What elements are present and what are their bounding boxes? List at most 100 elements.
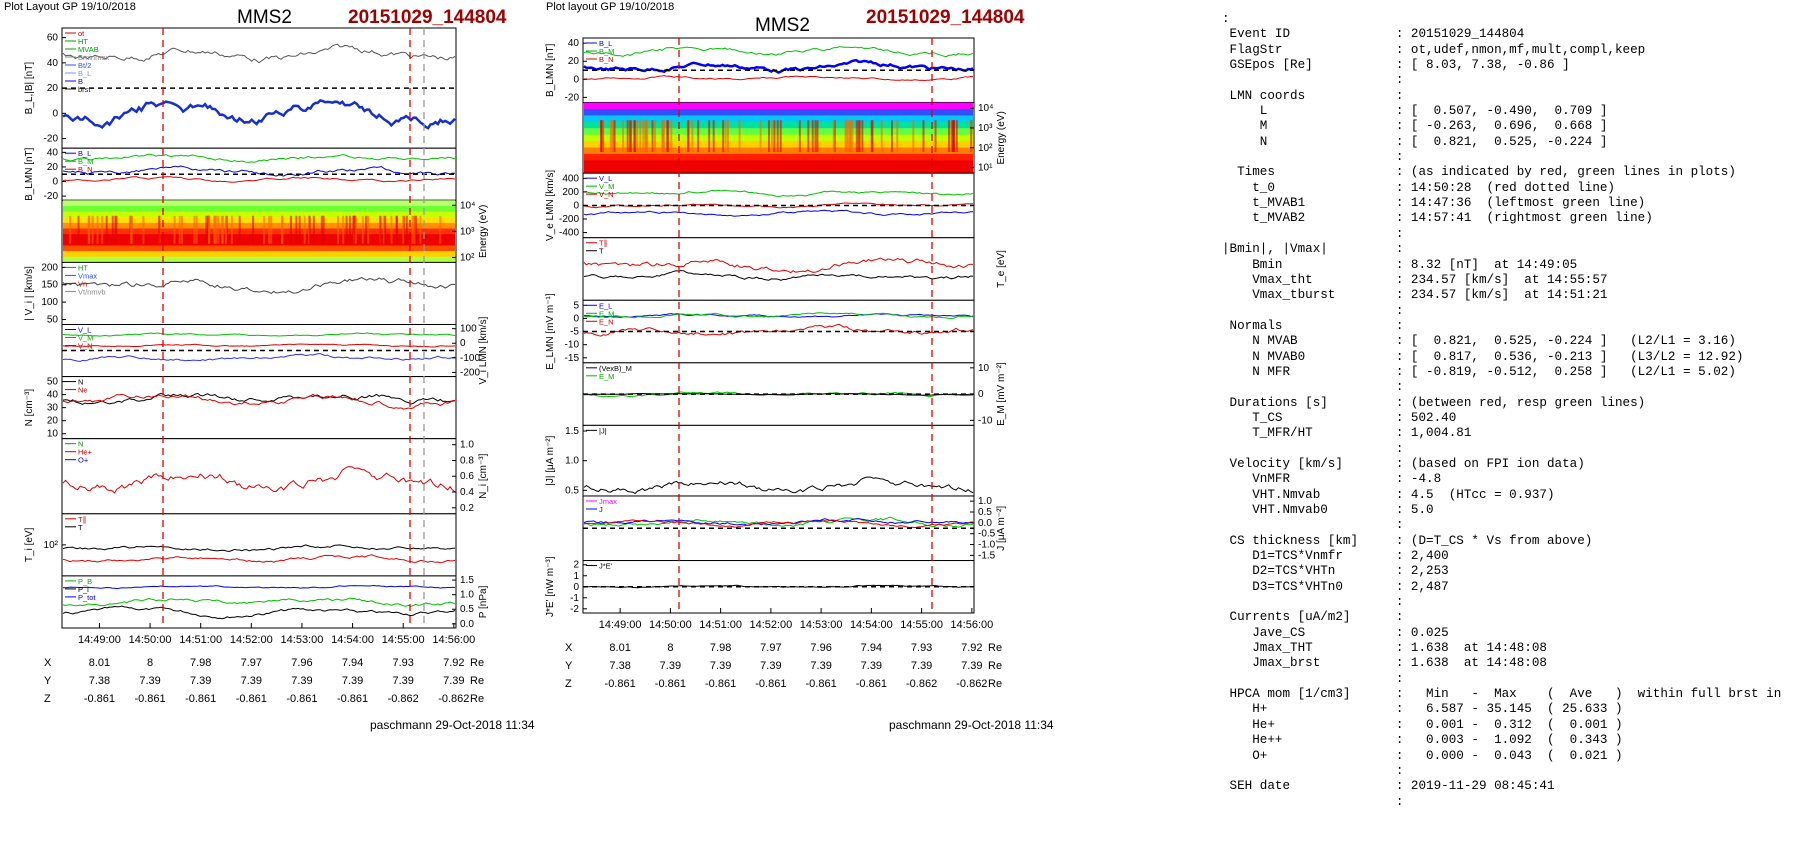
spectrogram-streak (303, 215, 306, 244)
legend-label: HT (78, 37, 88, 46)
series-Ne-line (62, 393, 455, 410)
pos-value: -0.861 (185, 693, 216, 705)
panel-frame (582, 237, 975, 301)
spectrogram-streak (642, 120, 645, 152)
y-axis-label: B_LMN [nT] (545, 43, 556, 97)
spectrogram-streak (361, 215, 364, 244)
y-tick-label: 1.0 (978, 496, 992, 507)
y-tick-label: 0.5 (460, 604, 474, 615)
spectrogram-streak (600, 120, 603, 152)
layout-label: Plot Layout GP 19/10/2018 (4, 1, 136, 13)
spectrogram-streak (722, 120, 725, 152)
y-axis-label: V_i LMN [km/s] (478, 316, 489, 384)
pos-value: 7.94 (861, 642, 882, 654)
y-tick-label: 20 (47, 162, 59, 173)
y-tick-label: 10¹ (978, 163, 993, 174)
legend-label: J (599, 505, 603, 514)
legend-label: B_N (78, 165, 93, 174)
x-tick-label: 14:50:00 (129, 634, 172, 646)
pos-axis-label: Y (44, 675, 52, 687)
y-axis-label: B_L,|B| [nT] (24, 62, 35, 115)
info-line: N MVAB0 : [ 0.817, 0.536, -0.213 ] (L3/L… (1222, 349, 1744, 364)
legend-label: T (78, 523, 83, 532)
y-tick-label: -15 (565, 353, 580, 364)
y-tick-label: 40 (568, 38, 580, 49)
x-tick-label: 14:52:00 (230, 634, 273, 646)
y-tick-label: -200 (559, 214, 579, 225)
pos-value: 7.38 (609, 660, 630, 672)
panel-JE: 210-1-2 J*E' [nW m⁻³] J*E' (545, 556, 975, 617)
legend-label: T∥ (599, 239, 607, 248)
legend-label: T∥ (78, 515, 86, 524)
spectrogram-streak (365, 215, 368, 244)
spectrogram-streak (101, 215, 104, 244)
spectrogram-band (63, 251, 455, 258)
panel-J: 1.5 1.0 0.5 |J| [μA m⁻²] |J| (545, 424, 975, 497)
x-tick-label: 14:53:00 (800, 619, 843, 631)
spectrogram-streak (193, 215, 196, 244)
spectrogram-streak (439, 215, 442, 244)
legend-label: N (78, 440, 83, 449)
spectrogram-streak (724, 120, 727, 152)
panel-Ti: 10² T_i [eV] T∥T (24, 513, 457, 577)
y-axis-label: J*E' [nW m⁻³] (545, 556, 556, 617)
spectrogram-streak (217, 215, 220, 244)
x-tick-label: 14:56:00 (950, 619, 993, 631)
spectrogram-streak (298, 215, 301, 244)
series-T-line (62, 554, 456, 564)
y-tick-label: 20 (568, 56, 580, 67)
x-tick-label: 14:49:00 (599, 619, 642, 631)
spectrogram-streak (849, 120, 852, 152)
panel-B: 60 40 20 0 -20 B_L,|B| [nT] otHTMVABBminmaxBt/… (24, 27, 457, 149)
info-line: D1=TCS*Vnmfr : 2,400 (1222, 549, 1449, 564)
series-VM-line (583, 189, 974, 197)
info-line: FlagStr : ot,udef,nmon,mf,mult,compl,kee… (1222, 42, 1646, 57)
y-tick-label: 0 (573, 200, 579, 211)
pos-value: 7.39 (190, 675, 211, 687)
x-tick-label: 14:54:00 (331, 634, 374, 646)
info-line: T_CS : 502.40 (1222, 410, 1457, 425)
y-tick-label: 50 (47, 315, 59, 326)
series-T-line (583, 269, 974, 281)
spectrogram-streak (367, 215, 370, 244)
y-tick-label: 0 (52, 177, 58, 188)
legend-label: V_M (78, 333, 93, 342)
info-line: Bmin : 8.32 [nT] at 14:49:05 (1222, 257, 1578, 272)
spectrogram-streak (759, 120, 762, 152)
spectrogram-streak (880, 120, 883, 152)
info-line: D3=TCS*VHTn0 : 2,487 (1222, 579, 1449, 594)
y-tick-label: 20 (47, 83, 59, 94)
legend-label: Vmax (78, 271, 97, 280)
y-tick-label: 0 (573, 582, 579, 593)
pos-value: 7.39 (139, 675, 160, 687)
y-tick-label: -0.5 (978, 529, 996, 540)
legend-label: E_L (599, 301, 612, 310)
spectrogram-streak (382, 215, 385, 244)
y-tick-label: 50 (47, 377, 59, 388)
y-tick-label: 400 (562, 173, 579, 184)
spectrogram-streak (845, 120, 848, 152)
series-BL-line (62, 165, 456, 177)
info-line: L : [ 0.507, -0.490, 0.709 ] (1222, 104, 1608, 119)
spectrogram-streak (609, 120, 612, 152)
spectrogram-band (584, 102, 973, 110)
spectrogram-streak (697, 120, 700, 152)
spectrogram-streak (320, 215, 323, 244)
y-tick-label: 40 (47, 390, 59, 401)
legend-label: N (78, 378, 83, 387)
pos-value: -0.861 (84, 693, 115, 705)
pos-value: -0.861 (236, 693, 267, 705)
info-line: Jave_CS : 0.025 (1222, 625, 1449, 640)
pos-axis-label: X (565, 642, 573, 654)
spectrogram-streak (626, 120, 629, 152)
info-line: HPCA mom [1/cm3] : Min - Max ( Ave ) wit… (1222, 687, 1782, 702)
info-line: M : [ -0.263, 0.696, 0.668 ] (1222, 119, 1608, 134)
pos-value: -0.861 (337, 693, 368, 705)
pos-value: 7.39 (291, 675, 312, 687)
spectrogram-streak (224, 215, 227, 244)
info-line: O+ : 0.000 - 0.043 ( 0.021 ) (1222, 748, 1623, 763)
info-line: : (1222, 595, 1404, 610)
legend-label: P_i (78, 585, 89, 594)
